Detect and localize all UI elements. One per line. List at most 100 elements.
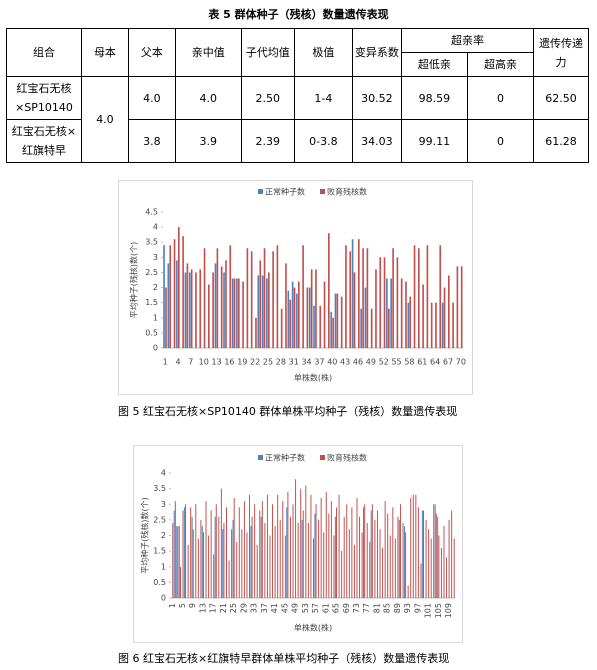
cell: 红宝石无核×SP10140 (6, 76, 82, 120)
bar (439, 245, 442, 348)
bar (289, 299, 292, 348)
header: 极值 (293, 28, 353, 77)
bar (370, 510, 372, 598)
x-tick-label: 33 (250, 603, 259, 613)
bar (345, 245, 347, 348)
bar (205, 501, 207, 598)
bar (403, 526, 405, 598)
cell: 0-3.8 (293, 119, 353, 163)
bar (302, 510, 304, 598)
x-tick-label: 70 (456, 358, 466, 367)
bar (197, 538, 199, 598)
x-tick-label: 1 (168, 603, 177, 608)
cell: 98.59 (400, 76, 468, 120)
bar (214, 516, 216, 598)
bar (430, 302, 433, 348)
y-tick-label: 1 (153, 313, 158, 322)
cell: 62.50 (533, 76, 589, 120)
x-tick-label: 13 (211, 358, 221, 367)
bar (264, 523, 266, 598)
bar (188, 272, 191, 348)
chart: 00.511.522.533.544.51 4 7 10 13 16 19 22 25 28 31 3… (118, 180, 473, 395)
bar (351, 239, 354, 348)
bar (460, 266, 463, 348)
x-tick-label: 31 (289, 358, 299, 367)
bar (405, 281, 407, 348)
bar (222, 529, 224, 598)
bar (260, 516, 262, 598)
x-tick-label: 28 (276, 358, 286, 367)
bar (363, 507, 364, 598)
bar (289, 516, 291, 598)
bar (177, 526, 179, 598)
bar (394, 538, 396, 598)
x-tick-label: 69 (342, 603, 351, 613)
bar (310, 269, 313, 348)
x-tick-label: 46 (353, 358, 363, 367)
x-tick-label: 85 (383, 603, 392, 613)
bar (220, 488, 222, 598)
bar (412, 494, 414, 598)
x-tick-label: 40 (327, 358, 337, 367)
bar (336, 293, 339, 348)
y-tick-label: 4 (153, 223, 158, 232)
y-tick-label: 2.5 (153, 515, 166, 524)
bar (383, 257, 386, 348)
bar (173, 239, 176, 348)
y-axis-title: 平均种子(残核)数(个) (140, 497, 150, 573)
legend-label: 败育残核数 (327, 187, 367, 197)
bar (448, 275, 450, 348)
x-tick-label: 9 (188, 603, 197, 608)
bar (410, 498, 412, 598)
y-tick-label: 2.5 (145, 268, 158, 277)
bar (360, 308, 362, 348)
y-tick-label: 4.5 (145, 208, 158, 217)
bar (254, 504, 256, 598)
x-tick-label: 61 (321, 603, 330, 613)
bar (257, 275, 260, 348)
bar (400, 278, 403, 348)
bar (203, 248, 206, 348)
y-tick-label: 0 (153, 344, 158, 353)
bar (422, 284, 424, 348)
bar (199, 269, 202, 348)
x-tick-label: 19 (237, 358, 247, 367)
header: 遗传传递力 (533, 28, 589, 77)
bar (255, 317, 257, 348)
y-tick-label: 2 (153, 283, 158, 292)
bar (398, 519, 400, 598)
bar (208, 284, 210, 348)
bar (437, 516, 439, 598)
table: 组合 母本 父本 亲中值 子代均值 极值 变异系数 超亲率 遗传传递力 超低亲 … (6, 28, 589, 163)
bar (261, 275, 264, 348)
bar (218, 516, 220, 598)
bar (301, 519, 303, 598)
x-tick-label: 37 (260, 603, 269, 613)
x-tick-label: 109 (444, 603, 453, 618)
bar (279, 519, 281, 598)
x-tick-label: 64 (430, 358, 440, 367)
bar (163, 245, 165, 348)
bar (340, 296, 343, 348)
x-tick-label: 65 (332, 603, 341, 613)
bar (379, 257, 382, 348)
bar (272, 504, 274, 598)
bar (341, 551, 343, 598)
bar (452, 302, 454, 348)
bar (443, 287, 446, 348)
subheader: 超高亲 (466, 52, 535, 77)
x-tick-label: 73 (352, 603, 361, 613)
y-axis-title: 平均种子(残核)数(个) (129, 242, 139, 318)
bar (187, 544, 189, 598)
bar (402, 523, 404, 598)
bar (238, 507, 240, 598)
bar (374, 519, 376, 598)
table-title: 表 5 群体种子（残核）数量遗传表现 (208, 8, 389, 21)
bar (334, 516, 336, 598)
figure-caption: 图 6 红宝石无核×红旗特早群体单株平均种子（残核）数量遗传表现 (118, 652, 450, 665)
x-tick-label: 53 (301, 603, 310, 613)
cell: 30.52 (351, 76, 402, 120)
bar (323, 532, 325, 598)
x-tick-label: 25 (229, 603, 238, 613)
bar (280, 308, 283, 348)
